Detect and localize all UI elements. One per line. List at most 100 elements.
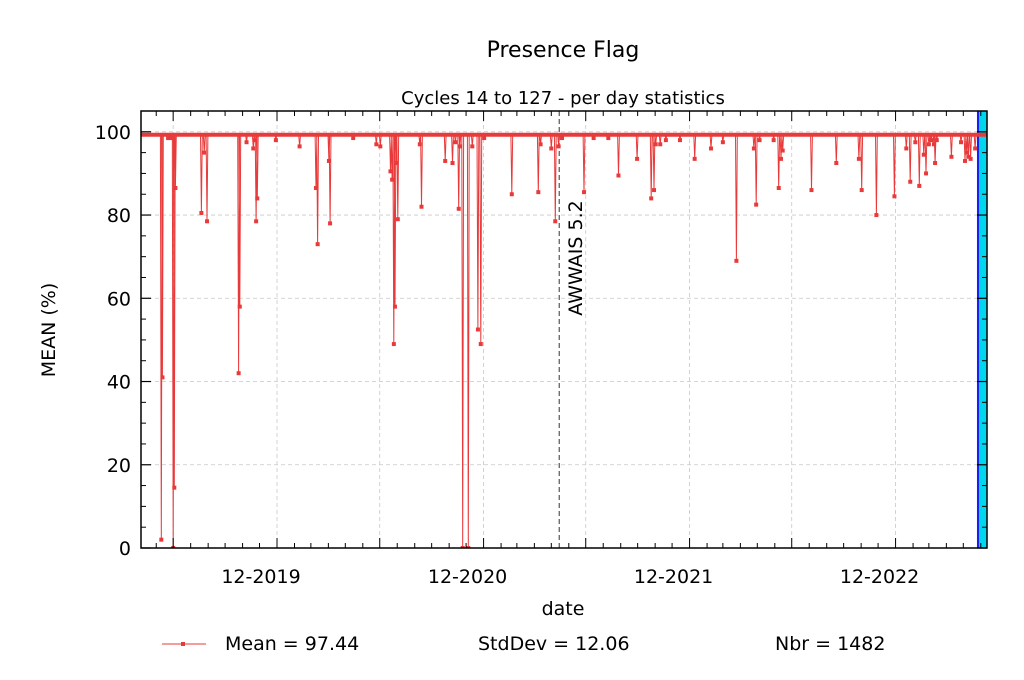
data-point: [172, 485, 177, 490]
data-point: [968, 156, 973, 161]
data-point: [173, 185, 178, 190]
data-point: [663, 138, 668, 143]
data-point: [417, 142, 422, 147]
data-point: [326, 158, 331, 163]
data-point: [395, 217, 400, 222]
data-point: [964, 150, 969, 155]
data-point: [959, 140, 964, 145]
data-point: [390, 177, 395, 182]
data-point: [482, 136, 487, 141]
data-point: [553, 219, 558, 224]
data-point: [315, 242, 320, 247]
data-point: [199, 210, 204, 215]
data-point: [470, 144, 475, 149]
data-point: [313, 185, 318, 190]
legend-mean: Mean = 97.44: [225, 633, 359, 655]
data-point: [351, 136, 356, 141]
data-point: [582, 190, 587, 195]
data-point: [917, 183, 922, 188]
series-line-mean: [141, 134, 987, 548]
data-point: [908, 179, 913, 184]
data-point: [392, 304, 397, 309]
data-point: [419, 204, 424, 209]
data-point: [394, 161, 399, 166]
highlight-span: [977, 111, 987, 548]
x-tick-label: 12-2021: [634, 566, 713, 588]
data-point: [251, 146, 256, 151]
data-point: [751, 146, 756, 151]
data-point: [926, 142, 931, 147]
data-point: [244, 140, 249, 145]
plot-frame: [140, 110, 988, 549]
data-point: [966, 154, 971, 159]
data-point: [962, 158, 967, 163]
data-point: [255, 196, 260, 201]
data-point: [809, 188, 814, 193]
data-point: [460, 546, 465, 548]
y-tick-label: 100: [95, 122, 131, 144]
data-point: [757, 138, 762, 143]
data-point: [635, 156, 640, 161]
annotation-label: AWWAIS 5.2: [565, 200, 587, 315]
data-point: [649, 196, 654, 201]
data-point: [538, 142, 543, 147]
data-point: [734, 258, 739, 263]
data-point: [478, 342, 483, 347]
data-point: [931, 142, 936, 147]
data-point: [254, 219, 259, 224]
y-tick-labels: 0 20 40 60 80 100: [95, 122, 131, 560]
data-point: [779, 156, 784, 161]
data-point: [924, 171, 929, 176]
data-point: [273, 138, 278, 143]
data-point: [475, 327, 480, 332]
y-tick-label: 40: [107, 372, 131, 394]
data-point: [834, 161, 839, 166]
data-point: [166, 136, 171, 141]
data-point: [509, 192, 514, 197]
data-point: [856, 156, 861, 161]
axis-ticks: [141, 110, 987, 549]
data-point: [653, 142, 658, 147]
y-axis-label: MEAN (%): [38, 283, 60, 378]
legend-stddev: StdDev = 12.06: [478, 633, 630, 655]
data-point: [236, 371, 241, 376]
grid-lines: [141, 111, 987, 549]
legend-mean-marker: [181, 642, 185, 646]
data-point: [859, 188, 864, 193]
data-point: [921, 152, 926, 157]
chart-title: Presence Flag: [487, 38, 640, 63]
data-point: [658, 142, 663, 147]
annotation-layer: AWWAIS 5.2: [558, 111, 587, 548]
data-point: [456, 206, 461, 211]
data-point: [754, 202, 759, 207]
data-point: [591, 136, 596, 141]
data-point: [913, 140, 918, 145]
data-point: [560, 136, 565, 141]
data-point: [237, 304, 242, 309]
data-point: [616, 173, 621, 178]
x-axis-label: date: [542, 598, 585, 620]
data-point: [892, 194, 897, 199]
data-point: [388, 169, 393, 174]
data-point: [556, 144, 561, 149]
data-point: [973, 146, 978, 151]
data-point: [692, 156, 697, 161]
data-point: [202, 150, 207, 155]
legend-nbr: Nbr = 1482: [775, 633, 885, 655]
data-point: [677, 138, 682, 143]
data-point: [159, 537, 164, 542]
data-point: [874, 213, 879, 218]
data-point: [709, 146, 714, 151]
data-point: [536, 190, 541, 195]
data-point: [160, 375, 165, 380]
highlight-span-layer: [976, 111, 987, 548]
x-tick-label: 12-2022: [840, 566, 919, 588]
data-point: [720, 140, 725, 145]
y-tick-label: 80: [107, 205, 131, 227]
data-point: [929, 138, 934, 143]
data-point: [652, 188, 657, 193]
data-point: [443, 158, 448, 163]
data-point: [457, 144, 462, 149]
data-point: [252, 138, 257, 143]
data-point: [934, 138, 939, 143]
